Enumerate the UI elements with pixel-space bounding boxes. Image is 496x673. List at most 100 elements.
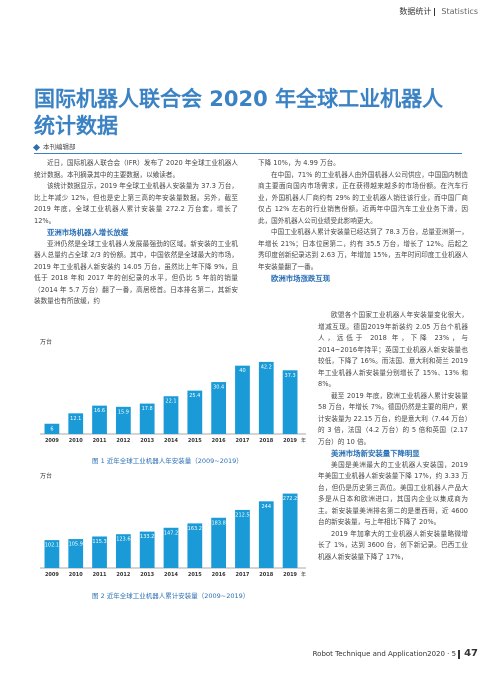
- section-heading: 美洲市场新安装量下降明显: [331, 449, 420, 458]
- bar-value-label: 6: [50, 426, 53, 432]
- bar: [187, 390, 203, 434]
- bar: [187, 523, 203, 568]
- paragraph: 美国是美洲最大的工业机器人安装国，2019 年美国工业机器人新安装量下降 17%…: [318, 460, 468, 527]
- paragraph: 近日，国际机器人联合会（IFR）发布了 2020 年全球工业机器人统计数据。本刊…: [34, 159, 238, 179]
- page-footer: Robot Technique and Application2020 · 5 4…: [313, 648, 478, 659]
- x-tick-label: 2016: [212, 572, 226, 578]
- bar-value-label: 17.8: [142, 406, 153, 412]
- right-column-narrow: 欧盟各个国家工业机器人年安装量变化很大，增减互现。德国2019年新装约 2.05…: [318, 310, 468, 563]
- bar-value-label: 123.6: [116, 537, 130, 543]
- bar: [115, 534, 131, 568]
- section-tag: 数据统计 Statistics: [399, 6, 478, 17]
- x-tick-label: 2013: [140, 438, 154, 444]
- bar: [258, 501, 274, 568]
- bar: [68, 413, 84, 434]
- bar: [211, 517, 227, 568]
- paragraph: 截至 2019 年底，欧洲工业机器人累计安装量 58 万台，年增长 7%。德国仍…: [318, 391, 468, 446]
- bar: [44, 423, 60, 434]
- x-tick-label: 2012: [116, 438, 130, 444]
- x-tick-label: 2018: [259, 572, 273, 578]
- bar: [235, 365, 250, 434]
- figure-2-chart: 万台 102.1 2009 105.9 2010 115.3 2011 123.6 2012 13…: [34, 470, 312, 582]
- figure-1-chart: 万台 6 2009 12.1 2010 16.6 2011 15.9 2012 17.8 2013 2…: [34, 336, 312, 448]
- bar: [282, 370, 298, 434]
- bar: [163, 527, 179, 568]
- figure-2-caption: 图 2 近年全球工业机器人累计安装量（2009~2019）: [92, 592, 250, 600]
- bar-value-label: 22.1: [165, 399, 176, 405]
- x-tick-label: 2019: [283, 572, 297, 578]
- x-tick-label: 2013: [140, 572, 154, 578]
- author-name: 本刊编辑部: [43, 143, 76, 151]
- x-tick-label: 2014: [164, 438, 178, 444]
- bar-value-label: 42.2: [261, 364, 272, 370]
- x-tick-label: 2019: [283, 438, 297, 444]
- section-tag-separator: [434, 7, 436, 16]
- bar: [115, 406, 131, 434]
- section-heading: 欧洲市场涨跌互现: [271, 274, 331, 283]
- x-tick-label: 2010: [69, 438, 83, 444]
- x-tick-label: 2009: [45, 572, 59, 578]
- footer-separator: [458, 649, 461, 659]
- bar-value-label: 16.6: [94, 408, 105, 414]
- y-unit-label: 万台: [40, 338, 52, 346]
- bar: [44, 540, 60, 568]
- cumulative-installations-bar-chart: 万台 102.1 2009 105.9 2010 115.3 2011 123.6 2012 13…: [40, 472, 306, 578]
- figure-1-caption: 图 1 近年全球工业机器人年安装量（2009~2019）: [92, 457, 243, 465]
- bar-value-label: 147.2: [164, 530, 178, 536]
- article-author: 本刊编辑部: [32, 141, 76, 151]
- paragraph: 在中国，71% 的工业机器人由外国机器人公司供应，中国国内制造商主要面向国内市场…: [258, 170, 468, 225]
- article-title: 国际机器人联合会 2020 年全球工业机器人统计数据: [34, 87, 444, 138]
- bar: [139, 403, 155, 434]
- x-tick-label: 2018: [259, 438, 273, 444]
- paragraph: 下降 10%，为 4.99 万台。: [258, 159, 340, 167]
- x-axis-suffix: 年: [301, 437, 306, 444]
- x-tick-label: 2017: [235, 438, 249, 444]
- x-tick-label: 2015: [188, 438, 202, 444]
- paragraph: 欧盟各个国家工业机器人年安装量变化很大，增减互现。德国2019年新装约 2.05…: [318, 311, 468, 388]
- bar-value-label: 183.8: [211, 520, 225, 526]
- x-tick-label: 2017: [235, 572, 249, 578]
- y-unit-label: 万台: [40, 472, 52, 480]
- left-column: 近日，国际机器人联合会（IFR）发布了 2020 年全球工业机器人统计数据。本刊…: [34, 158, 238, 308]
- right-column-top: 下降 10%，为 4.99 万台。 在中国，71% 的工业机器人由外国机器人公司…: [258, 158, 468, 285]
- bar: [163, 396, 179, 434]
- bar: [282, 493, 298, 568]
- x-tick-label: 2012: [116, 572, 130, 578]
- journal-issue: Robot Technique and Application2020 · 5: [312, 650, 457, 658]
- x-axis-suffix: 年: [301, 571, 306, 578]
- bar-value-label: 212.5: [235, 512, 249, 518]
- bar: [211, 382, 227, 434]
- paragraph: 2019 年加拿大的工业机器人新安装量略微增长了 1%，达到 3600 台，创下…: [318, 529, 468, 561]
- bar: [258, 361, 274, 434]
- section-tag-en: Statistics: [441, 7, 478, 16]
- diamond-icon: [32, 143, 41, 151]
- paragraph: 亚洲仍然是全球工业机器人发展最强劲的区域。新安装的工业机器人总量约占全球 2/3…: [34, 239, 238, 306]
- top-bar: [0, 0, 496, 16]
- bar-value-label: 163.2: [188, 526, 202, 532]
- x-tick-label: 2009: [45, 438, 59, 444]
- x-tick-label: 2015: [188, 572, 202, 578]
- page-number: 47: [464, 648, 478, 659]
- section-tag-cn: 数据统计: [399, 7, 432, 16]
- bar-value-label: 272.2: [283, 496, 297, 502]
- bar-value-label: 102.1: [45, 543, 59, 549]
- x-tick-label: 2016: [212, 438, 226, 444]
- bar-value-label: 133.2: [140, 534, 154, 540]
- bar-value-label: 105.9: [69, 542, 83, 548]
- bar-value-label: 115.3: [92, 539, 106, 545]
- bar: [68, 539, 84, 568]
- x-tick-label: 2014: [164, 572, 178, 578]
- x-tick-label: 2011: [93, 572, 107, 578]
- bar-value-label: 37.3: [285, 373, 296, 379]
- bar: [92, 405, 107, 434]
- bar-value-label: 15.9: [118, 409, 129, 415]
- bar: [235, 509, 250, 568]
- paragraph: 中国工业机器人累计安装量已经达到了 78.3 万台，总量亚洲第一，年增长 21%…: [258, 228, 468, 271]
- bar-value-label: 30.4: [213, 385, 224, 391]
- x-tick-label: 2010: [69, 572, 83, 578]
- paragraph: 该统计数据显示，2019 年全球工业机器人安装量为 37.3 万台，比上年减少 …: [34, 182, 238, 225]
- annual-installations-bar-chart: 万台 6 2009 12.1 2010 16.6 2011 15.9 2012 17.8 2013 2…: [40, 338, 306, 444]
- bar-value-label: 25.4: [189, 393, 200, 399]
- bar-value-label: 244: [261, 504, 271, 510]
- bar: [92, 536, 107, 568]
